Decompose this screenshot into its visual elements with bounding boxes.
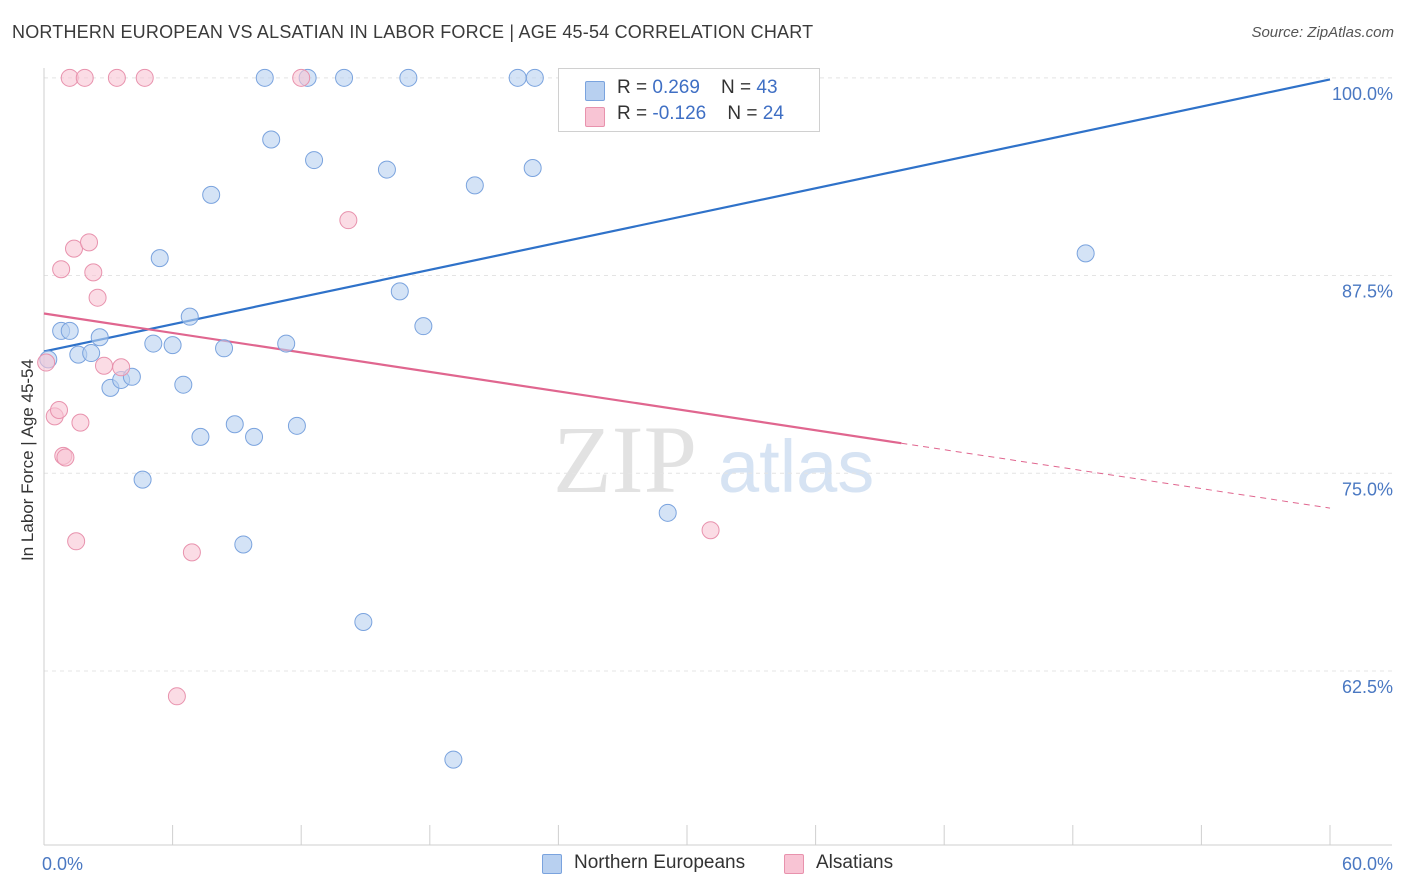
source-label: Source: ZipAtlas.com bbox=[1251, 24, 1394, 41]
legend-r-value: 0.269 bbox=[652, 77, 700, 98]
alsatian-point bbox=[37, 353, 56, 372]
northern-european-point bbox=[399, 68, 418, 87]
bottom-legend-swatch-pink bbox=[784, 854, 804, 874]
northern-european-point bbox=[191, 427, 210, 446]
watermark: ZIP atlas bbox=[553, 406, 874, 513]
northern-european-point bbox=[60, 321, 79, 340]
trendline-alsatians bbox=[43, 312, 902, 445]
northern-european-point bbox=[133, 470, 152, 489]
trendline-northern-europeans bbox=[43, 78, 1331, 353]
watermark-zip: ZIP bbox=[553, 406, 697, 513]
northern-european-point bbox=[523, 158, 542, 177]
northern-european-point bbox=[174, 375, 193, 394]
northern-european-point bbox=[465, 176, 484, 195]
alsatian-point bbox=[75, 68, 94, 87]
alsatian-point bbox=[65, 239, 84, 258]
x-tick-label: 0.0% bbox=[42, 854, 83, 874]
x-tick-label: 60.0% bbox=[1342, 854, 1393, 874]
alsatian-point bbox=[52, 260, 71, 279]
y-tick-label: 75.0% bbox=[1342, 479, 1393, 499]
alsatian-point bbox=[167, 687, 186, 706]
northern-european-point bbox=[234, 535, 253, 554]
northern-european-point bbox=[202, 185, 221, 204]
legend-n-label: N = bbox=[727, 103, 763, 124]
alsatian-point bbox=[701, 521, 720, 540]
alsatian-point bbox=[107, 68, 126, 87]
northern-european-point bbox=[215, 339, 234, 358]
tick-labels: 100.0% 87.5% 75.0% 62.5% 0.0% 60.0% bbox=[42, 84, 1393, 874]
northern-european-point bbox=[377, 160, 396, 179]
alsatian-point bbox=[80, 233, 99, 252]
legend-r-label: R = bbox=[617, 77, 653, 98]
alsatian-point bbox=[67, 532, 86, 551]
northern-european-point bbox=[414, 317, 433, 336]
y-tick-label: 100.0% bbox=[1332, 84, 1393, 104]
alsatian-point bbox=[339, 211, 358, 230]
northern-european-point bbox=[658, 503, 677, 522]
y-tick-label: 87.5% bbox=[1342, 282, 1393, 302]
northern-european-point bbox=[255, 68, 274, 87]
alsatian-point bbox=[84, 263, 103, 282]
northern-european-point bbox=[354, 612, 373, 631]
legend-swatch-blue bbox=[585, 81, 605, 101]
northern-european-point bbox=[144, 334, 163, 353]
northern-european-point bbox=[390, 282, 409, 301]
northern-european-point bbox=[82, 344, 101, 363]
legend-n-value: 24 bbox=[762, 103, 784, 124]
bottom-legend-label: Northern Europeans bbox=[574, 852, 746, 873]
northern-european-point bbox=[335, 68, 354, 87]
northern-european-point bbox=[150, 249, 169, 268]
northern-european-point bbox=[180, 307, 199, 326]
northern-european-point bbox=[225, 415, 244, 434]
trendlines bbox=[43, 78, 1331, 509]
alsatian-point bbox=[182, 543, 201, 562]
northern-european-point bbox=[262, 130, 281, 149]
stats-legend: R = 0.269 N = 43 R = -0.126 N = 24 bbox=[558, 68, 820, 132]
alsatian-point bbox=[112, 358, 131, 377]
northern-european-point bbox=[444, 750, 463, 769]
watermark-atlas: atlas bbox=[718, 425, 874, 508]
alsatian-point bbox=[135, 68, 154, 87]
axes bbox=[43, 68, 1392, 846]
northern-european-point bbox=[163, 336, 182, 355]
northern-european-point bbox=[277, 334, 296, 353]
bottom-legend-swatch-blue bbox=[542, 854, 562, 874]
grid-lines bbox=[44, 77, 1392, 672]
northern-european-point bbox=[305, 151, 324, 170]
alsatian-point bbox=[71, 413, 90, 432]
chart-title: NORTHERN EUROPEAN VS ALSATIAN IN LABOR F… bbox=[12, 22, 814, 42]
northern-european-point bbox=[508, 68, 527, 87]
northern-european-point bbox=[90, 328, 109, 347]
y-tick-label: 62.5% bbox=[1342, 677, 1393, 697]
trendline-alsatians-extension bbox=[901, 442, 1331, 509]
legend-swatch-pink bbox=[585, 107, 605, 127]
northern-european-point bbox=[287, 416, 306, 435]
legend-r-label: R = bbox=[617, 103, 653, 124]
northern-european-point bbox=[525, 68, 544, 87]
alsatian-point bbox=[292, 68, 311, 87]
legend-r-value: -0.126 bbox=[652, 103, 707, 124]
alsatian-point bbox=[95, 356, 114, 375]
alsatian-point bbox=[60, 68, 79, 87]
northern-european-point bbox=[1076, 244, 1095, 263]
legend-n-value: 43 bbox=[756, 77, 778, 98]
alsatian-point bbox=[50, 401, 69, 419]
bottom-legend-label: Alsatians bbox=[816, 852, 894, 873]
alsatian-point bbox=[56, 448, 75, 467]
alsatian-point bbox=[88, 288, 107, 307]
legend-n-label: N = bbox=[721, 77, 757, 98]
northern-european-point bbox=[245, 427, 264, 446]
